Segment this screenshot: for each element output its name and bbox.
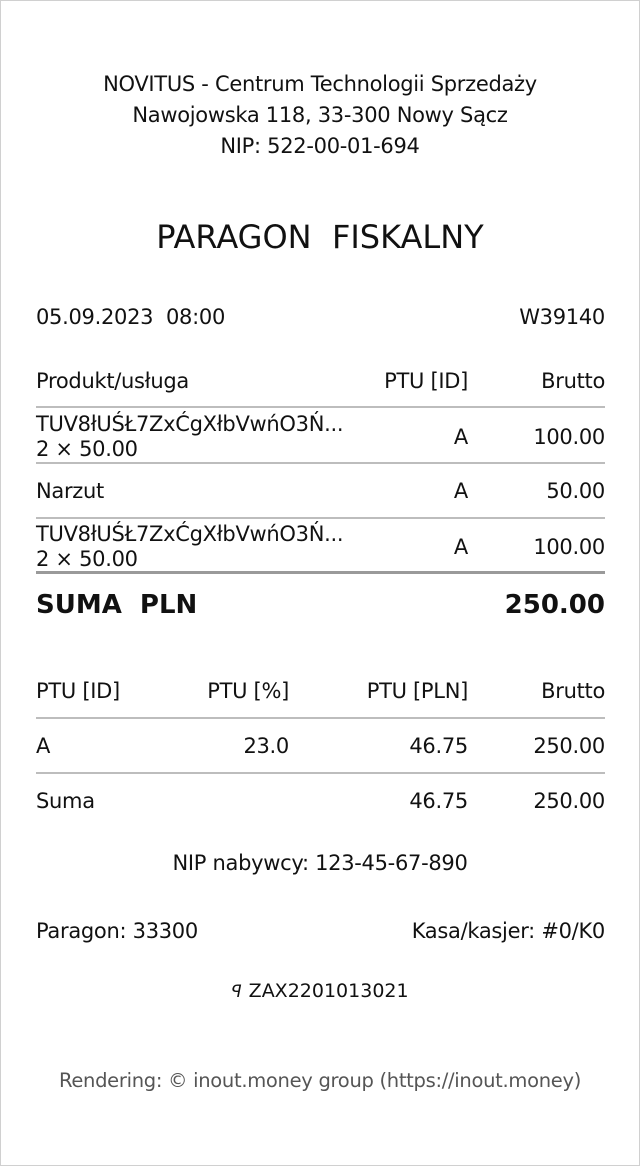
divider <box>36 406 605 408</box>
item-name: TUV8łUŚŁ7ZxĆgXłbVwńO3Ń... <box>36 522 344 546</box>
company-address: Nawojowska 118, 33-300 Nowy Sącz <box>132 103 508 127</box>
fiscal-pl-logo-icon: ꟼ <box>231 982 241 1002</box>
divider <box>36 462 605 464</box>
tax-pln: 46.75 <box>409 789 468 813</box>
company-nip: NIP: 522-00-01-694 <box>220 134 420 158</box>
item-brutto: 50.00 <box>546 479 605 503</box>
fiscal-id-row: ꟼ ZAX2201013021 <box>0 982 640 1001</box>
total-label: SUMA PLN <box>36 590 198 620</box>
item-brutto: 100.00 <box>533 535 605 559</box>
tax-id: A <box>36 734 51 758</box>
item-ptu: A <box>453 479 468 503</box>
items-header-brutto: Brutto <box>541 369 605 393</box>
receipt-number: W39140 <box>519 305 605 329</box>
tax-header-percent: PTU [%] <box>207 679 289 703</box>
item-brutto: 100.00 <box>533 425 605 449</box>
item-qty: 2 × 50.00 <box>36 437 138 461</box>
receipt-title: PARAGON FISKALNY <box>156 218 484 256</box>
item-ptu: A <box>453 535 468 559</box>
receipt-id: Paragon: 33300 <box>36 919 198 943</box>
item-ptu: A <box>453 425 468 449</box>
item-qty: 2 × 50.00 <box>36 547 138 571</box>
tax-pln: 46.75 <box>409 734 468 758</box>
rendering-credit: Rendering: © inout.money group (https://… <box>58 1069 582 1092</box>
tax-header-pln: PTU [PLN] <box>366 679 469 703</box>
company-name: NOVITUS - Centrum Technologii Sprzedaży <box>103 72 537 96</box>
tax-brutto: 250.00 <box>533 789 605 813</box>
tax-brutto: 250.00 <box>533 734 605 758</box>
item-name: TUV8łUŚŁ7ZxĆgXłbVwńO3Ń... <box>36 412 344 436</box>
item-name: Narzut <box>36 479 104 503</box>
divider <box>36 517 605 519</box>
divider <box>36 571 605 574</box>
divider <box>36 772 605 774</box>
total-value: 250.00 <box>504 590 605 620</box>
tax-percent: 23.0 <box>243 734 289 758</box>
items-header-product: Produkt/usługa <box>36 369 189 393</box>
items-header-ptu: PTU [ID] <box>384 369 468 393</box>
divider <box>36 717 605 719</box>
tax-header-id: PTU [ID] <box>36 679 120 703</box>
tax-id: Suma <box>36 789 95 813</box>
receipt-datetime: 05.09.2023 08:00 <box>36 305 226 329</box>
buyer-nip: NIP nabywcy: 123-45-67-890 <box>172 851 468 875</box>
cashier: Kasa/kasjer: #0/K0 <box>411 919 606 943</box>
fiscal-id: ZAX2201013021 <box>248 980 409 1002</box>
tax-header-brutto: Brutto <box>541 679 605 703</box>
